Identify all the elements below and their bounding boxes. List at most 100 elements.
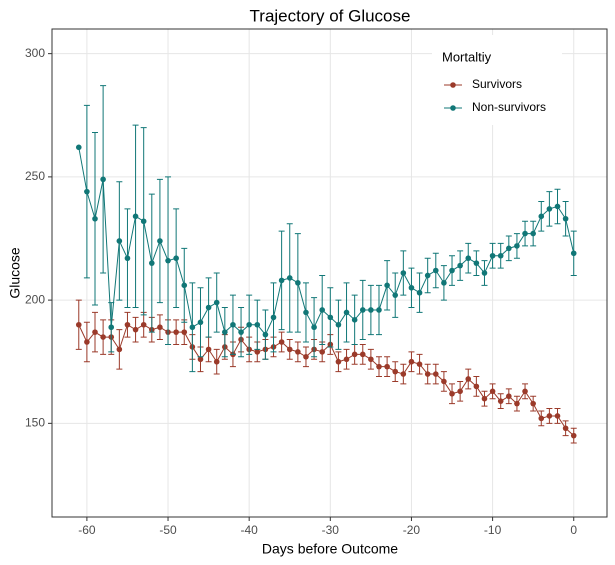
point	[554, 413, 561, 419]
point	[392, 368, 399, 375]
x-axis-title: Days before Outcome	[262, 541, 398, 557]
point	[303, 309, 309, 316]
point	[465, 255, 472, 262]
point	[473, 260, 480, 266]
point	[384, 282, 390, 289]
point	[319, 307, 325, 313]
point	[457, 262, 463, 269]
point	[246, 321, 252, 328]
point	[570, 432, 577, 439]
point	[286, 346, 293, 353]
series	[75, 85, 577, 373]
point	[157, 238, 163, 244]
point	[514, 400, 520, 407]
point	[132, 326, 139, 333]
point	[368, 307, 374, 313]
y-axis-title: Glucose	[7, 247, 23, 299]
point	[562, 425, 569, 432]
point	[100, 334, 106, 340]
point	[457, 388, 463, 395]
point	[197, 356, 204, 363]
series-line	[78, 324, 575, 437]
point	[270, 314, 277, 321]
point	[181, 282, 188, 289]
point	[165, 257, 171, 264]
point	[254, 321, 261, 328]
point	[376, 307, 382, 313]
point	[124, 321, 131, 328]
point	[351, 317, 358, 323]
point	[432, 371, 439, 377]
point	[530, 400, 536, 407]
point	[562, 215, 569, 222]
point	[343, 356, 350, 363]
legend-point	[450, 105, 456, 111]
point	[335, 321, 342, 328]
point	[124, 255, 131, 262]
legend-title: Mortaltiy	[442, 49, 492, 64]
point	[449, 390, 455, 397]
point	[441, 378, 447, 385]
x-tick-label: -10	[484, 523, 502, 537]
point	[481, 395, 488, 402]
point	[570, 250, 577, 257]
point	[173, 255, 179, 262]
point	[149, 260, 155, 266]
point	[424, 371, 431, 377]
point	[303, 353, 309, 360]
point	[554, 203, 561, 210]
point	[278, 339, 285, 345]
point	[359, 351, 366, 358]
point	[92, 215, 98, 222]
point	[140, 321, 147, 328]
point	[400, 270, 407, 276]
point	[181, 329, 188, 335]
point	[75, 144, 82, 151]
point	[213, 299, 220, 306]
point	[368, 356, 374, 363]
y-tick-label: 150	[25, 416, 45, 430]
x-tick-label: -30	[322, 523, 340, 537]
point	[481, 270, 488, 276]
point	[75, 321, 82, 328]
point	[84, 339, 90, 345]
point	[424, 272, 431, 279]
point	[449, 267, 455, 274]
point	[116, 346, 123, 353]
point	[295, 349, 301, 355]
point	[108, 324, 115, 331]
point	[465, 376, 472, 382]
point	[489, 252, 496, 259]
point	[514, 243, 520, 249]
point	[400, 371, 407, 377]
point	[92, 329, 98, 335]
point	[116, 238, 123, 244]
point	[522, 388, 528, 395]
point	[530, 230, 536, 237]
point	[230, 321, 236, 328]
x-tick-label: -40	[240, 523, 258, 537]
point	[497, 252, 504, 259]
point	[441, 280, 447, 286]
point	[506, 393, 512, 400]
point	[311, 324, 317, 331]
point	[205, 346, 212, 353]
point	[319, 349, 325, 355]
series-line	[78, 147, 575, 336]
point	[84, 188, 90, 195]
point	[408, 284, 415, 291]
plot-border	[51, 28, 608, 518]
point	[359, 307, 366, 313]
series	[75, 299, 577, 444]
point	[546, 206, 553, 212]
point	[286, 275, 293, 281]
y-tick-label: 200	[25, 292, 45, 306]
point	[506, 245, 512, 252]
point	[392, 292, 399, 298]
point	[197, 319, 204, 326]
y-tick-label: 250	[25, 169, 45, 183]
point	[497, 398, 504, 404]
point	[238, 329, 244, 335]
x-tick-label: -50	[159, 523, 177, 537]
point	[295, 280, 301, 286]
